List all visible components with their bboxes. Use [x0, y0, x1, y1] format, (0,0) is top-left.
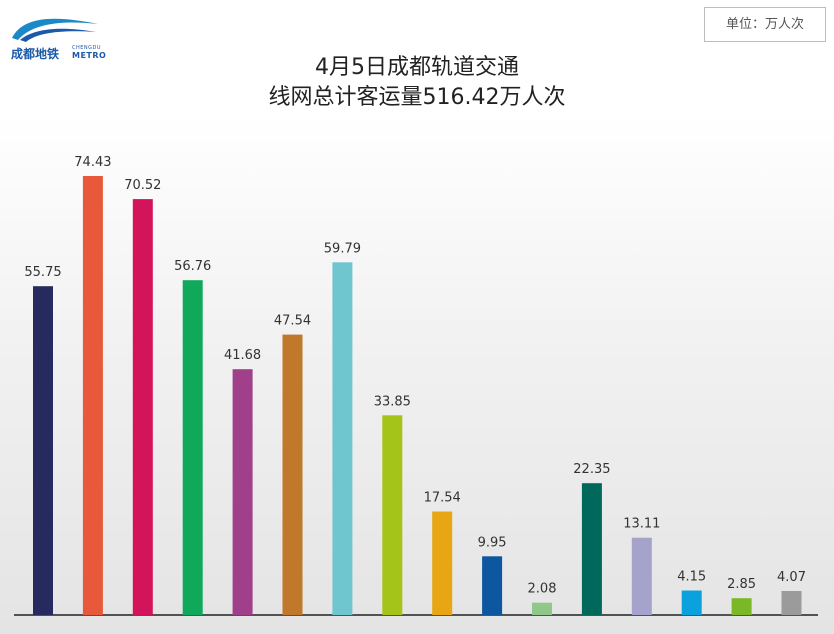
bar-12: [581, 483, 602, 615]
value-label-3: 70.52: [124, 178, 161, 193]
logo-text-cn: 成都地铁: [11, 47, 60, 61]
bar-3: [132, 199, 153, 615]
bar-10: [482, 556, 503, 615]
bar-1: [33, 286, 53, 615]
bar-2: [82, 176, 103, 615]
value-label-10: 9.95: [478, 535, 507, 550]
value-label-1: 55.75: [24, 265, 61, 280]
chart-title-line1: 4月5日成都轨道交通: [315, 55, 519, 80]
value-label-2: 74.43: [74, 155, 111, 170]
value-label-14: 4.15: [677, 570, 706, 585]
value-label-15: 2.85: [727, 577, 756, 592]
bar-6: [282, 334, 303, 615]
metro-swoosh-icon: [12, 18, 98, 42]
logo-text-en-bottom: METRO: [72, 51, 107, 60]
value-label-12: 22.35: [573, 462, 610, 477]
chengdu-metro-logo: 成都地铁 CHENGDU METRO: [8, 14, 108, 64]
bar-4: [182, 280, 203, 615]
value-label-7: 59.79: [324, 241, 361, 256]
value-label-13: 13.11: [623, 517, 660, 532]
bar-14: [681, 590, 702, 615]
unit-label: 单位：万人次: [704, 7, 826, 42]
value-label-5: 41.68: [224, 348, 261, 363]
value-label-6: 47.54: [274, 314, 311, 329]
value-label-8: 33.85: [374, 394, 411, 409]
value-label-16: 4.07: [777, 570, 806, 585]
value-label-9: 17.54: [424, 491, 461, 506]
chart-title-line2: 线网总计客运量516.42万人次: [268, 85, 566, 110]
bar-15: [731, 598, 752, 615]
bar-13: [631, 537, 652, 615]
bar-7: [332, 262, 353, 615]
bar-5: [232, 369, 253, 615]
bar-9: [432, 511, 453, 615]
logo-text-en-top: CHENGDU: [72, 45, 102, 51]
value-label-11: 2.08: [528, 582, 557, 597]
bar-8: [382, 415, 403, 615]
bar-11: [532, 602, 552, 615]
bar-16: [781, 591, 802, 615]
value-label-4: 56.76: [174, 259, 211, 274]
